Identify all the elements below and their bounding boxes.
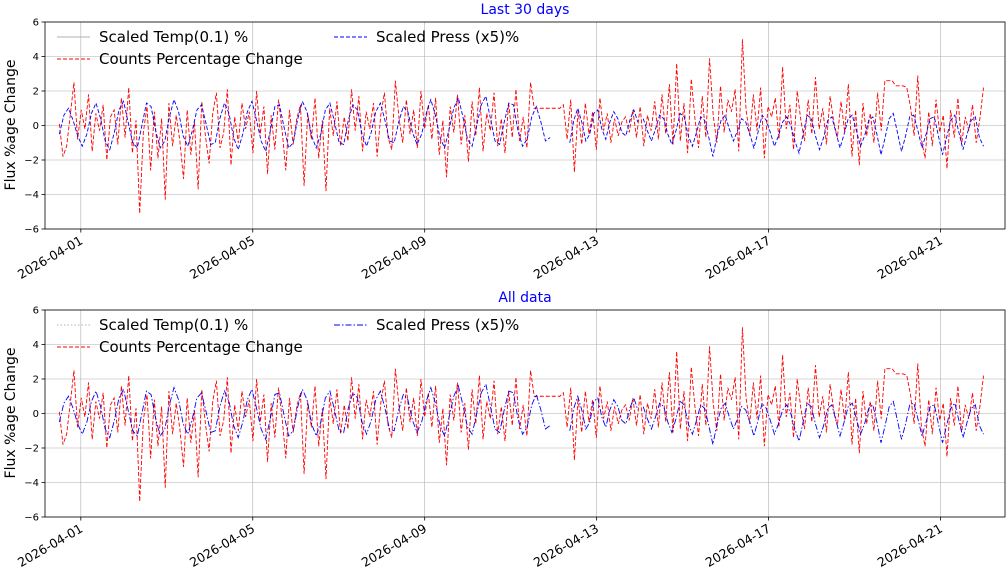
y-tick-label: 6 <box>33 306 39 317</box>
series-press-line <box>642 400 984 445</box>
y-tick-label: −4 <box>24 478 39 489</box>
y-tick-label: −2 <box>24 156 39 167</box>
series-press-line <box>569 106 639 143</box>
y-axis-label: Flux %age Change <box>3 348 19 479</box>
plot-area <box>58 327 984 502</box>
series-counts-line <box>58 327 984 502</box>
plot-area <box>58 39 984 214</box>
legend-label-counts: Counts Percentage Change <box>99 50 303 68</box>
y-tick-label: 0 <box>33 409 39 420</box>
legend-label-press: Scaled Press (x5)% <box>376 316 519 334</box>
legend-label-temp: Scaled Temp(0.1) % <box>99 316 248 334</box>
y-axis-label: Flux %age Change <box>3 60 19 191</box>
y-tick-label: 2 <box>33 375 39 386</box>
series-press-line <box>58 382 551 441</box>
y-tick-label: 2 <box>33 87 39 98</box>
chart-title: Last 30 days <box>481 2 570 18</box>
series-press-line <box>58 94 551 153</box>
legend-label-temp: Scaled Temp(0.1) % <box>99 28 248 46</box>
legend-label-counts: Counts Percentage Change <box>99 338 303 356</box>
legend-label-press: Scaled Press (x5)% <box>376 28 519 46</box>
chart-title: All data <box>498 290 551 306</box>
legend: Scaled Temp(0.1) % Scaled Press (x5)% Coun… <box>57 316 519 356</box>
series-press-line <box>642 112 984 157</box>
y-tick-label: −2 <box>24 444 39 455</box>
y-ticks: −6 −4 −2 0 2 4 6 <box>24 306 45 524</box>
y-ticks: −6 −4 −2 0 2 4 6 <box>24 18 45 236</box>
y-tick-label: −4 <box>24 190 39 201</box>
y-tick-label: −6 <box>24 225 39 236</box>
y-tick-label: 4 <box>33 340 39 351</box>
y-tick-label: 0 <box>33 121 39 132</box>
y-tick-label: 4 <box>33 52 39 63</box>
legend: Scaled Temp(0.1) % Scaled Press (x5)% Coun… <box>57 28 519 68</box>
series-counts-line <box>58 39 984 214</box>
y-tick-label: 6 <box>33 18 39 29</box>
y-tick-label: −6 <box>24 513 39 524</box>
series-press-line <box>569 394 639 431</box>
